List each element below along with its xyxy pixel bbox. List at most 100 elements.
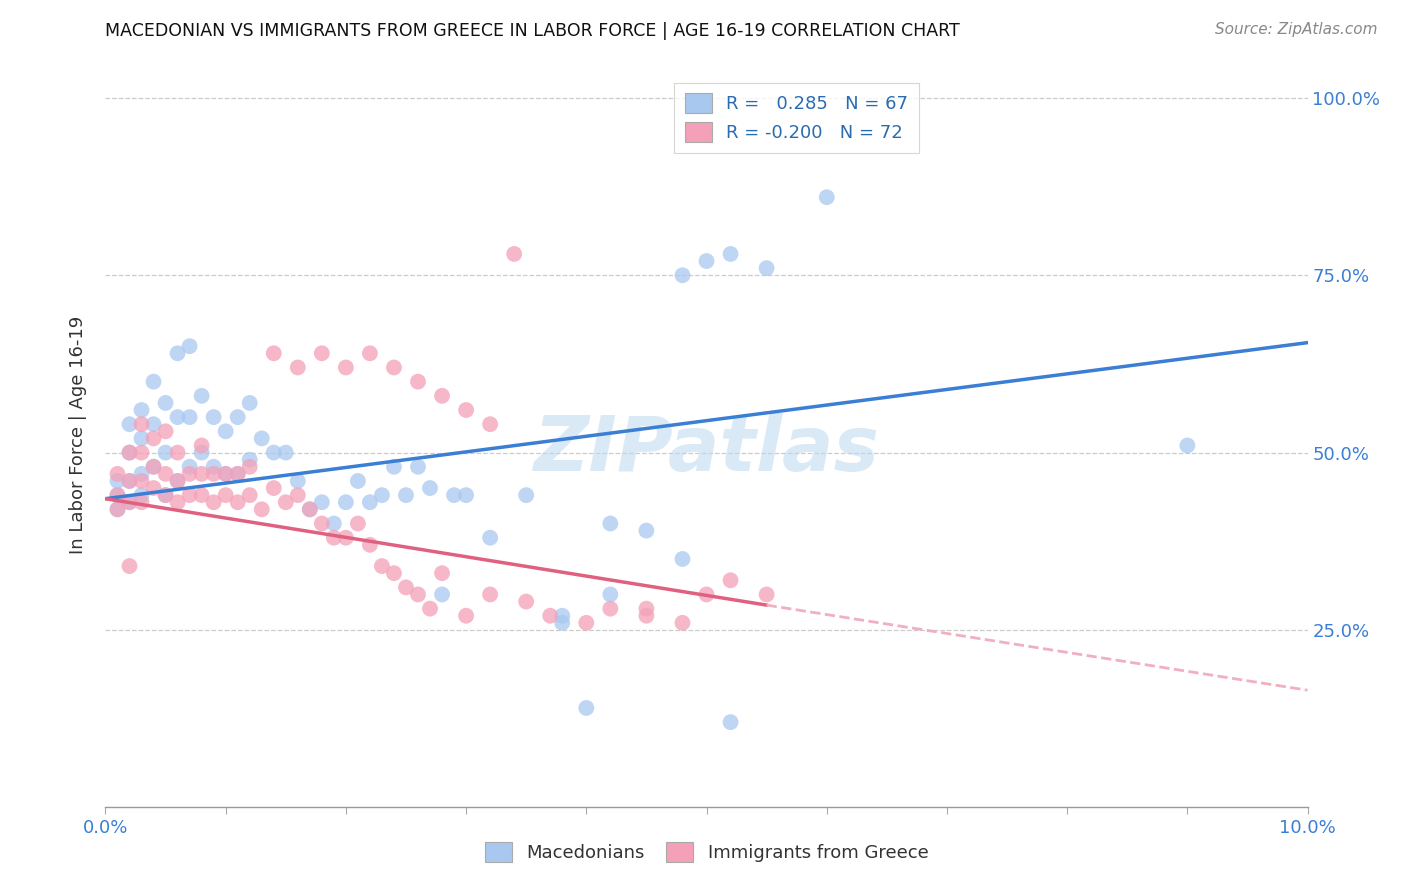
Point: [166, 410, 188, 425]
Point: [696, 254, 718, 268]
Point: [311, 516, 333, 531]
Point: [335, 531, 357, 545]
Point: [575, 615, 598, 630]
Point: [274, 445, 297, 459]
Point: [406, 587, 429, 601]
Point: [359, 495, 381, 509]
Point: [636, 608, 658, 623]
Point: [720, 574, 742, 588]
Point: [263, 481, 285, 495]
Point: [454, 403, 477, 417]
Text: MACEDONIAN VS IMMIGRANTS FROM GREECE IN LABOR FORCE | AGE 16-19 CORRELATION CHAR: MACEDONIAN VS IMMIGRANTS FROM GREECE IN …: [105, 22, 960, 40]
Point: [575, 701, 598, 715]
Point: [382, 360, 405, 375]
Text: ZIPatlas: ZIPatlas: [533, 413, 880, 487]
Point: [166, 445, 188, 459]
Point: [142, 375, 165, 389]
Point: [347, 516, 370, 531]
Point: [131, 474, 153, 488]
Point: [479, 417, 502, 432]
Point: [155, 396, 177, 410]
Point: [322, 516, 344, 531]
Point: [131, 417, 153, 432]
Point: [430, 389, 453, 403]
Point: [263, 346, 285, 360]
Point: [190, 389, 212, 403]
Point: [551, 615, 574, 630]
Point: [142, 431, 165, 445]
Text: Source: ZipAtlas.com: Source: ZipAtlas.com: [1215, 22, 1378, 37]
Point: [371, 488, 394, 502]
Point: [755, 587, 778, 601]
Point: [190, 438, 212, 452]
Point: [263, 445, 285, 459]
Point: [166, 474, 188, 488]
Point: [599, 587, 621, 601]
Point: [696, 587, 718, 601]
Point: [395, 580, 418, 594]
Point: [359, 346, 381, 360]
Point: [131, 495, 153, 509]
Point: [250, 431, 273, 445]
Point: [118, 445, 141, 459]
Point: [815, 190, 838, 204]
Point: [671, 268, 693, 283]
Point: [515, 594, 537, 608]
Point: [131, 467, 153, 481]
Point: [359, 538, 381, 552]
Point: [202, 459, 225, 474]
Point: [107, 488, 129, 502]
Point: [190, 488, 212, 502]
Point: [515, 488, 537, 502]
Point: [131, 403, 153, 417]
Point: [155, 445, 177, 459]
Point: [335, 495, 357, 509]
Point: [287, 360, 309, 375]
Point: [107, 502, 129, 516]
Point: [190, 467, 212, 481]
Point: [287, 488, 309, 502]
Point: [155, 488, 177, 502]
Point: [179, 488, 201, 502]
Point: [406, 375, 429, 389]
Point: [671, 615, 693, 630]
Point: [179, 410, 201, 425]
Point: [239, 459, 262, 474]
Point: [371, 559, 394, 574]
Point: [202, 467, 225, 481]
Point: [118, 559, 141, 574]
Point: [155, 425, 177, 439]
Point: [395, 488, 418, 502]
Point: [179, 339, 201, 353]
Point: [419, 481, 441, 495]
Point: [190, 445, 212, 459]
Point: [214, 488, 236, 502]
Point: [720, 247, 742, 261]
Point: [382, 459, 405, 474]
Point: [155, 488, 177, 502]
Point: [131, 445, 153, 459]
Point: [1175, 438, 1198, 452]
Point: [118, 495, 141, 509]
Point: [671, 552, 693, 566]
Point: [107, 467, 129, 481]
Point: [226, 410, 249, 425]
Point: [179, 467, 201, 481]
Point: [347, 474, 370, 488]
Point: [131, 431, 153, 445]
Point: [118, 474, 141, 488]
Point: [311, 346, 333, 360]
Point: [382, 566, 405, 581]
Point: [107, 474, 129, 488]
Point: [298, 502, 321, 516]
Point: [443, 488, 465, 502]
Point: [155, 467, 177, 481]
Point: [636, 601, 658, 615]
Point: [226, 467, 249, 481]
Point: [406, 459, 429, 474]
Point: [142, 417, 165, 432]
Point: [166, 495, 188, 509]
Point: [166, 346, 188, 360]
Point: [419, 601, 441, 615]
Point: [202, 495, 225, 509]
